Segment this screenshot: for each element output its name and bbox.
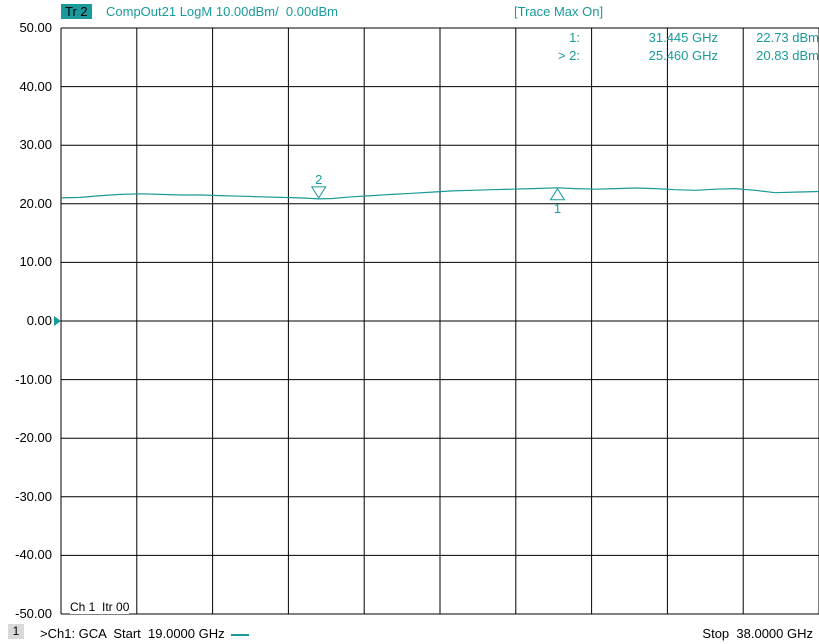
marker-frequency: 31.445 GHz xyxy=(648,30,718,45)
y-tick-label: -20.00 xyxy=(15,430,52,446)
trace-header: Tr 2 CompOut21 LogM 10.00dBm/ 0.00dBm [T… xyxy=(0,0,819,22)
status-footer: 1 >Ch1: GCA Start 19.0000 GHz Stop 38.00… xyxy=(0,622,819,644)
grid xyxy=(60,27,819,615)
marker-label: 2 xyxy=(315,172,322,187)
trace-badge[interactable]: Tr 2 xyxy=(61,4,92,19)
sweep-start-text: >Ch1: GCA Start 19.0000 GHz xyxy=(40,626,225,641)
markers-group: 12 xyxy=(310,172,566,216)
reference-level-arrow-icon[interactable] xyxy=(54,316,61,326)
y-tick-label: -30.00 xyxy=(15,488,52,504)
sweep-stop-text[interactable]: Stop 38.0000 GHz xyxy=(702,626,813,641)
y-tick-label: -40.00 xyxy=(15,547,52,563)
trace-line xyxy=(60,187,819,200)
y-tick-label: 40.00 xyxy=(19,78,52,94)
trace-description[interactable]: CompOut21 LogM 10.00dBm/ 0.00dBm xyxy=(106,4,338,19)
y-tick-label: 20.00 xyxy=(19,195,52,211)
y-tick-label: -50.00 xyxy=(15,606,52,621)
marker-triangle xyxy=(310,186,327,199)
trace-max-status: [Trace Max On] xyxy=(514,4,604,19)
marker-frequency: 25.460 GHz xyxy=(648,48,718,63)
y-tick-label: 10.00 xyxy=(19,254,52,270)
channel-sweep-start[interactable]: >Ch1: GCA Start 19.0000 GHz xyxy=(40,626,249,641)
marker-triangle xyxy=(549,187,566,201)
trace-group xyxy=(60,187,819,200)
channel-iteration-label: Ch 1 Itr 00 xyxy=(70,600,130,614)
marker-value: 20.83 dBm xyxy=(756,48,819,63)
y-tick-label: 30.00 xyxy=(19,137,52,153)
channel-number-button[interactable]: 1 xyxy=(8,624,24,639)
marker-value: 22.73 dBm xyxy=(756,30,819,45)
marker-readout-row: 1: 31.445 GHz 22.73 dBm xyxy=(540,30,819,45)
marker-id: 1: xyxy=(569,30,580,45)
marker-readout-row: > 2: 25.460 GHz 20.83 dBm xyxy=(540,48,819,63)
marker-label: 1 xyxy=(554,201,561,216)
y-tick-label: -10.00 xyxy=(15,371,52,387)
marker-id: > 2: xyxy=(557,48,580,63)
y-tick-label: 0.00 xyxy=(26,313,52,328)
trace-legend-line-icon xyxy=(230,633,249,636)
y-tick-label: 50.00 xyxy=(19,20,52,35)
